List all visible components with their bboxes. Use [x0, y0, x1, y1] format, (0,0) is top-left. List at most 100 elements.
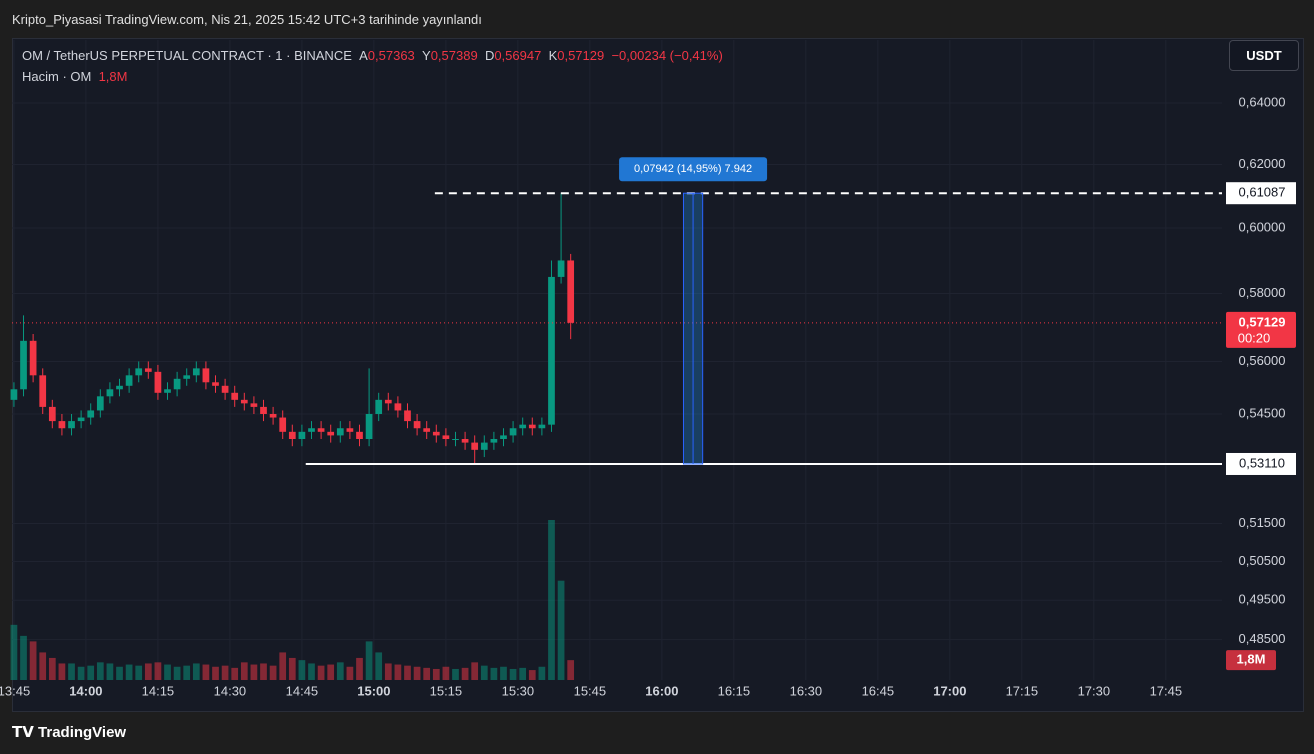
volume-bar	[240, 662, 248, 680]
x-tick-label: 14:45	[286, 683, 319, 698]
volume-bar	[346, 666, 354, 680]
volume-bar	[548, 520, 555, 680]
volume-bar	[125, 664, 133, 680]
volume-bar	[480, 665, 488, 680]
value: 1,8M	[98, 69, 128, 84]
y-tick-label: 0,62000	[1239, 156, 1286, 171]
volume-bar	[164, 664, 171, 680]
candle-body	[404, 410, 411, 422]
candle-body	[500, 435, 507, 440]
candle-body	[346, 428, 354, 432]
y-tick-label: 0,48500	[1239, 631, 1286, 646]
volume-tag	[1226, 650, 1276, 671]
y-tick-label: 0,50500	[1239, 553, 1286, 568]
volume-bar	[154, 662, 162, 680]
x-tick-label: 17:30	[1078, 683, 1111, 698]
candle-body	[336, 428, 344, 436]
x-tick-label: 16:00	[645, 683, 678, 698]
volume-bar	[221, 665, 229, 680]
volume-bar	[490, 667, 498, 680]
volume-bar	[519, 667, 527, 680]
volume-bar	[288, 657, 296, 680]
logo: 𝗧𝗩	[12, 724, 39, 741]
candle-body	[548, 276, 555, 425]
volume-bar	[471, 662, 479, 680]
level-label: 0,61087	[1239, 185, 1286, 200]
volume-bar	[10, 624, 18, 680]
candle-body	[48, 406, 56, 422]
candle-body	[490, 439, 498, 443]
symbol: OM / TetherUS PERPETUAL CONTRACT · 1 · B…	[22, 48, 352, 63]
volume-bar	[58, 663, 66, 680]
candle-body	[164, 389, 171, 393]
volume-bar	[96, 662, 104, 680]
x-tick-label: 17:45	[1150, 683, 1183, 698]
candle-body	[567, 260, 575, 323]
chart-panel	[12, 38, 1304, 712]
x-tick-label: 15:45	[574, 683, 607, 698]
candle-body	[96, 396, 104, 411]
candle-body	[20, 340, 27, 390]
volume-bar	[365, 641, 373, 680]
countdown: 00:20	[1238, 330, 1271, 345]
candle-body	[375, 399, 383, 414]
candle-body	[509, 428, 517, 436]
volume-bar	[375, 652, 383, 680]
volume-bar	[317, 665, 325, 680]
candle-body	[231, 392, 239, 400]
candle-body	[519, 424, 527, 429]
candle-body	[192, 368, 200, 376]
candle-body	[183, 375, 191, 379]
value: 0,57363	[367, 48, 415, 63]
volume-bar	[87, 665, 95, 680]
candle-body	[528, 424, 536, 429]
volume-bar	[135, 665, 143, 680]
volume-bar	[336, 662, 344, 680]
volume-bar	[557, 580, 565, 680]
candle-body	[471, 442, 479, 450]
candle-body	[356, 431, 363, 440]
volume-bar	[298, 660, 306, 680]
y-tick-label: 0,49500	[1239, 592, 1286, 607]
candle-body	[288, 431, 296, 440]
candle-body	[173, 378, 181, 390]
volume-bar	[68, 663, 75, 680]
candle-body	[116, 385, 123, 390]
candle-body	[144, 368, 152, 372]
x-tick-label: 14:15	[142, 683, 175, 698]
brand: 𝗧𝗩 TradingView	[12, 723, 126, 741]
volume-bar	[279, 652, 287, 680]
value: 0,57129	[557, 48, 605, 63]
candle-body	[442, 435, 450, 440]
candle-body	[221, 385, 229, 393]
candle-body	[269, 413, 277, 418]
candle-body	[260, 406, 267, 414]
key: A	[359, 48, 368, 63]
volume-bar	[173, 666, 181, 680]
candle-body	[480, 442, 488, 450]
last-price-tag	[1226, 311, 1296, 348]
volume-bar	[413, 666, 421, 680]
measure-tag	[619, 157, 768, 182]
level-tag	[1226, 452, 1296, 475]
currency-button[interactable]: USDT	[1229, 40, 1299, 71]
candle-body	[461, 439, 469, 443]
publish-title: Kripto_Piyasasi TradingView.com, Nis 21,…	[12, 12, 482, 27]
candle-body	[202, 368, 210, 383]
volume-bar	[308, 663, 315, 680]
candle-body	[250, 403, 258, 407]
volume-bar	[48, 657, 56, 680]
volume-bar	[442, 666, 450, 680]
candle-body	[39, 375, 47, 407]
candle-body	[125, 375, 133, 386]
candle-body	[87, 410, 95, 418]
volume-bar	[192, 663, 200, 680]
candle-body	[452, 439, 459, 441]
candle-body	[298, 431, 306, 440]
candle-body	[365, 413, 373, 440]
volume-bar	[116, 666, 123, 680]
volume-bar	[202, 664, 210, 680]
candle-body	[106, 389, 114, 397]
candle-body	[240, 399, 248, 404]
